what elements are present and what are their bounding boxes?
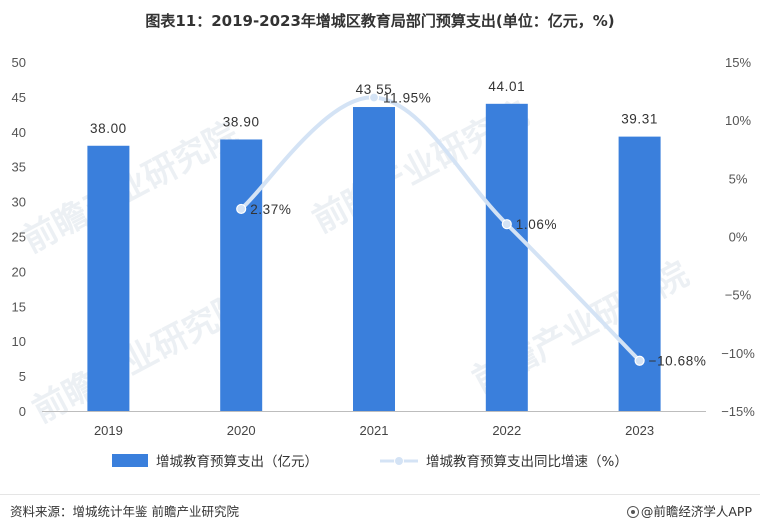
line-data-label: 11.95% <box>383 90 431 105</box>
bar-series: 38.00 38.90 43.55 44.01 39.31 <box>87 79 661 412</box>
left-tick-label: 45 <box>12 90 26 105</box>
x-tick-label: 2020 <box>227 423 256 438</box>
brand-credit: @前瞻经济学人APP <box>626 501 752 520</box>
left-tick-label: 20 <box>12 264 26 279</box>
right-tick-label: −5% <box>725 288 752 303</box>
left-axis: 0 5 10 15 20 25 30 35 40 45 50 <box>12 55 26 419</box>
line-point <box>501 219 512 230</box>
right-axis: −15% −10% −5% 0% 5% 10% 15% <box>721 55 755 419</box>
bar-data-label: 39.31 <box>621 112 658 127</box>
legend-line-marker <box>394 456 404 466</box>
source-note: 资料来源：增城统计年鉴 前瞻产业研究院 <box>10 504 239 519</box>
x-tick-label: 2021 <box>360 423 389 438</box>
x-axis: 2019 2020 2021 2022 2023 <box>94 423 654 438</box>
legend-line-label: 增城教育预算支出同比增速（%） <box>426 454 628 470</box>
line-point <box>236 203 247 215</box>
legend-bar-swatch <box>112 454 148 467</box>
line-data-label: 2.37% <box>250 202 291 217</box>
combo-chart: 0 5 10 15 20 25 30 35 40 45 50 −15% −10% −5% 0% 5% 10% 1… <box>12 55 756 470</box>
line-data-label: 1.06% <box>516 217 557 232</box>
chart-title: 图表11：2019-2023年增城区教育局部门预算支出(单位：亿元，%) <box>145 12 615 30</box>
line-point <box>368 92 380 103</box>
left-tick-label: 5 <box>19 369 26 384</box>
left-tick-label: 40 <box>12 125 26 140</box>
bar <box>485 103 528 411</box>
right-tick-label: 10% <box>725 113 751 128</box>
x-tick-label: 2019 <box>94 423 123 438</box>
x-tick-label: 2023 <box>625 423 654 438</box>
left-tick-label: 0 <box>19 404 26 419</box>
right-tick-label: −10% <box>721 346 755 361</box>
brand-label: @前瞻经济学人APP <box>640 504 752 519</box>
legend-bar-label: 增城教育预算支出（亿元） <box>156 454 318 470</box>
left-tick-label: 35 <box>12 160 26 175</box>
line-point <box>634 355 645 366</box>
legend: 增城教育预算支出（亿元） 增城教育预算支出同比增速（%） <box>112 454 628 470</box>
bar-data-label: 44.01 <box>488 79 525 94</box>
line-series: 2.37% 11.95% 1.06% −10.68% <box>236 90 707 369</box>
line-data-label: −10.68% <box>649 354 707 369</box>
bar <box>220 139 263 411</box>
right-tick-label: 5% <box>729 171 748 186</box>
left-tick-label: 30 <box>12 195 26 210</box>
right-tick-label: 0% <box>729 230 748 245</box>
left-tick-label: 10 <box>12 334 26 349</box>
x-tick-label: 2022 <box>492 423 521 438</box>
right-tick-label: −15% <box>721 404 755 419</box>
brand-logo-icon <box>626 506 639 518</box>
bar <box>87 145 130 411</box>
left-tick-label: 25 <box>12 230 26 245</box>
left-tick-label: 50 <box>12 55 26 70</box>
bar-data-label: 38.90 <box>223 114 260 129</box>
growth-line <box>239 95 642 363</box>
bar <box>618 136 661 411</box>
bar <box>353 107 395 412</box>
left-tick-label: 15 <box>12 299 26 314</box>
bar-data-label: 38.00 <box>90 121 127 136</box>
footer: 资料来源：增城统计年鉴 前瞻产业研究院 @前瞻经济学人APP <box>0 494 760 525</box>
right-tick-label: 15% <box>725 55 751 70</box>
bar-data-label: 43.55 <box>356 82 393 97</box>
